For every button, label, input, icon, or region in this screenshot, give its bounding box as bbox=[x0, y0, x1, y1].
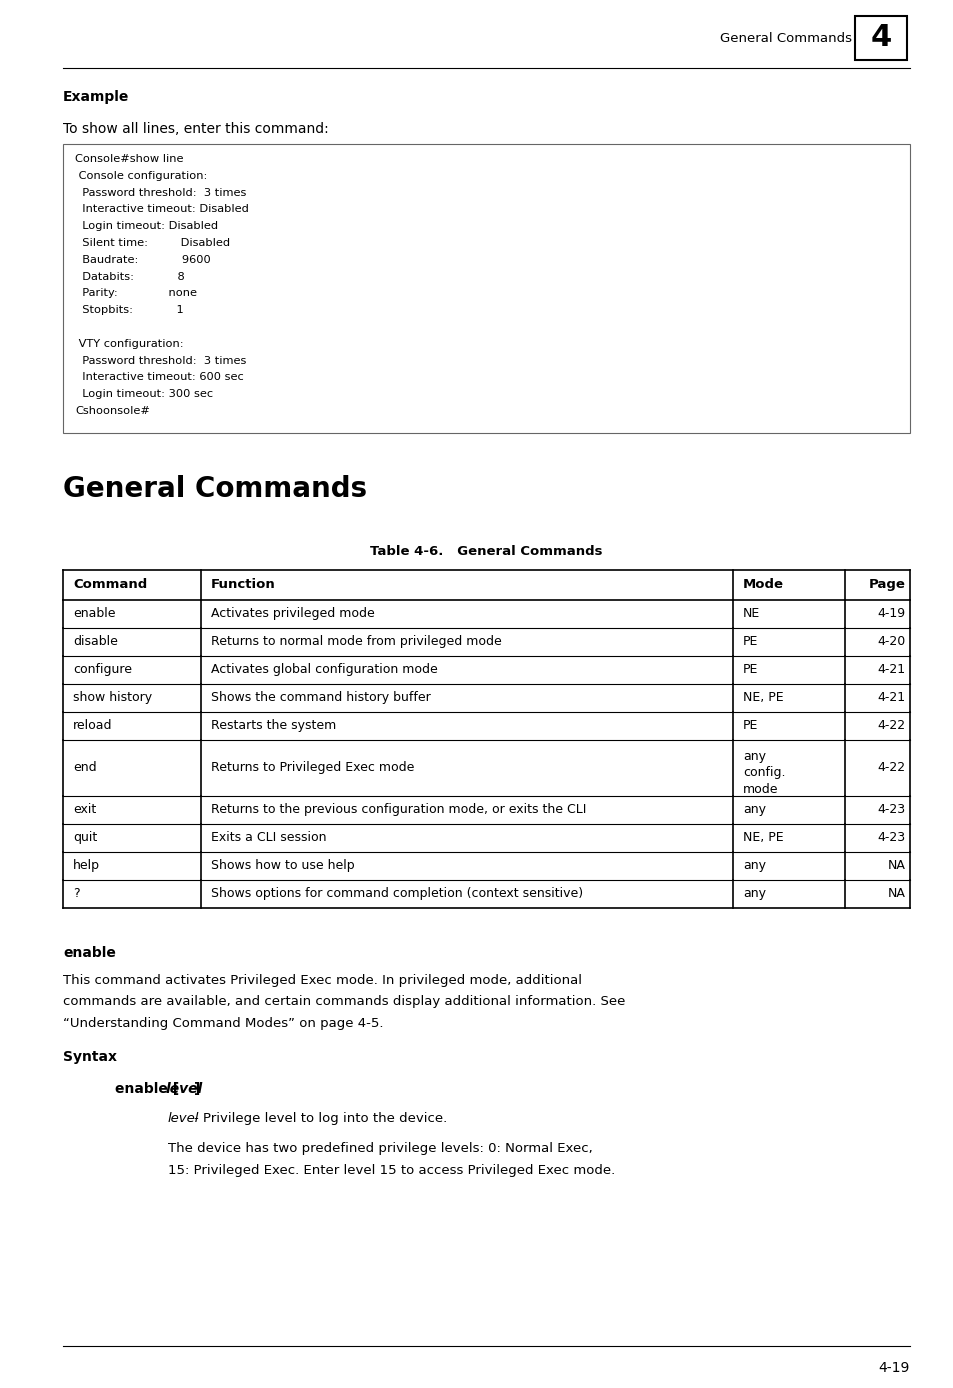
Text: ]: ] bbox=[193, 1083, 200, 1097]
Text: ?: ? bbox=[73, 887, 79, 901]
Text: any: any bbox=[742, 887, 765, 901]
Text: Returns to the previous configuration mode, or exits the CLI: Returns to the previous configuration mo… bbox=[211, 804, 586, 816]
Text: level: level bbox=[168, 1112, 199, 1126]
Text: 4-19: 4-19 bbox=[878, 1362, 909, 1376]
Text: Table 4-6.   General Commands: Table 4-6. General Commands bbox=[370, 545, 602, 558]
Text: Shows options for command completion (context sensitive): Shows options for command completion (co… bbox=[211, 887, 582, 901]
Text: config.: config. bbox=[742, 766, 784, 779]
Text: exit: exit bbox=[73, 804, 96, 816]
Text: Login timeout: 300 sec: Login timeout: 300 sec bbox=[75, 389, 213, 400]
Text: Activates privileged mode: Activates privileged mode bbox=[211, 608, 375, 620]
Text: enable [: enable [ bbox=[115, 1083, 179, 1097]
Text: any: any bbox=[742, 859, 765, 872]
Bar bbox=[63, 144, 909, 433]
Text: Shows the command history buffer: Shows the command history buffer bbox=[211, 691, 431, 704]
Text: - Privilege level to log into the device.: - Privilege level to log into the device… bbox=[193, 1112, 446, 1126]
Text: Console configuration:: Console configuration: bbox=[75, 171, 207, 180]
Text: Interactive timeout: 600 sec: Interactive timeout: 600 sec bbox=[75, 372, 244, 383]
Text: configure: configure bbox=[73, 663, 132, 676]
Text: 4-21: 4-21 bbox=[877, 691, 905, 704]
Text: 4-21: 4-21 bbox=[877, 663, 905, 676]
Text: PE: PE bbox=[742, 719, 758, 733]
Text: 4-19: 4-19 bbox=[877, 608, 905, 620]
Text: 4-23: 4-23 bbox=[877, 831, 905, 844]
Text: Syntax: Syntax bbox=[63, 1051, 117, 1065]
Text: enable: enable bbox=[73, 608, 115, 620]
Text: 4-20: 4-20 bbox=[877, 636, 905, 648]
Text: 4-23: 4-23 bbox=[877, 804, 905, 816]
Text: Password threshold:  3 times: Password threshold: 3 times bbox=[75, 187, 246, 197]
Text: any: any bbox=[742, 804, 765, 816]
Text: Console#show line: Console#show line bbox=[75, 154, 183, 164]
Text: Parity:              none: Parity: none bbox=[75, 289, 196, 298]
Text: This command activates Privileged Exec mode. In privileged mode, additional: This command activates Privileged Exec m… bbox=[63, 974, 581, 987]
Text: Databits:            8: Databits: 8 bbox=[75, 272, 185, 282]
Text: Example: Example bbox=[63, 90, 130, 104]
Text: Mode: Mode bbox=[742, 579, 783, 591]
Text: NE: NE bbox=[742, 608, 760, 620]
Text: 4-22: 4-22 bbox=[877, 761, 905, 775]
Text: Function: Function bbox=[211, 579, 275, 591]
Text: Page: Page bbox=[868, 579, 905, 591]
Text: PE: PE bbox=[742, 636, 758, 648]
Text: Returns to normal mode from privileged mode: Returns to normal mode from privileged m… bbox=[211, 636, 501, 648]
Text: Password threshold:  3 times: Password threshold: 3 times bbox=[75, 355, 246, 365]
Text: NE, PE: NE, PE bbox=[742, 691, 782, 704]
Text: level: level bbox=[165, 1083, 203, 1097]
Text: General Commands: General Commands bbox=[720, 32, 851, 44]
Text: Interactive timeout: Disabled: Interactive timeout: Disabled bbox=[75, 204, 249, 214]
Text: VTY configuration:: VTY configuration: bbox=[75, 339, 183, 348]
Text: Shows how to use help: Shows how to use help bbox=[211, 859, 355, 872]
Text: 4-22: 4-22 bbox=[877, 719, 905, 733]
Text: Returns to Privileged Exec mode: Returns to Privileged Exec mode bbox=[211, 761, 414, 775]
Text: 15: Privileged Exec. Enter level 15 to access Privileged Exec mode.: 15: Privileged Exec. Enter level 15 to a… bbox=[168, 1163, 615, 1177]
Text: Baudrate:            9600: Baudrate: 9600 bbox=[75, 255, 211, 265]
Text: NA: NA bbox=[887, 859, 905, 872]
Text: mode: mode bbox=[742, 783, 778, 795]
Text: “Understanding Command Modes” on page 4-5.: “Understanding Command Modes” on page 4-… bbox=[63, 1017, 383, 1030]
Text: quit: quit bbox=[73, 831, 97, 844]
Text: To show all lines, enter this command:: To show all lines, enter this command: bbox=[63, 122, 329, 136]
Text: Restarts the system: Restarts the system bbox=[211, 719, 335, 733]
Text: Cshoonsole#: Cshoonsole# bbox=[75, 407, 150, 416]
Text: commands are available, and certain commands display additional information. See: commands are available, and certain comm… bbox=[63, 995, 625, 1008]
Text: 4: 4 bbox=[869, 24, 891, 53]
Text: end: end bbox=[73, 761, 96, 775]
Text: reload: reload bbox=[73, 719, 112, 733]
Text: show history: show history bbox=[73, 691, 152, 704]
Text: Silent time:         Disabled: Silent time: Disabled bbox=[75, 237, 230, 248]
Text: any: any bbox=[742, 750, 765, 763]
Text: disable: disable bbox=[73, 636, 118, 648]
Text: The device has two predefined privilege levels: 0: Normal Exec,: The device has two predefined privilege … bbox=[168, 1142, 592, 1155]
Text: Command: Command bbox=[73, 579, 147, 591]
Text: enable: enable bbox=[63, 945, 115, 959]
Text: NA: NA bbox=[887, 887, 905, 901]
Text: Stopbits:            1: Stopbits: 1 bbox=[75, 305, 184, 315]
Text: PE: PE bbox=[742, 663, 758, 676]
Text: help: help bbox=[73, 859, 100, 872]
Text: Exits a CLI session: Exits a CLI session bbox=[211, 831, 326, 844]
Text: Login timeout: Disabled: Login timeout: Disabled bbox=[75, 221, 218, 232]
Text: NE, PE: NE, PE bbox=[742, 831, 782, 844]
Text: General Commands: General Commands bbox=[63, 475, 367, 502]
Text: Activates global configuration mode: Activates global configuration mode bbox=[211, 663, 437, 676]
Bar bbox=[854, 17, 906, 60]
